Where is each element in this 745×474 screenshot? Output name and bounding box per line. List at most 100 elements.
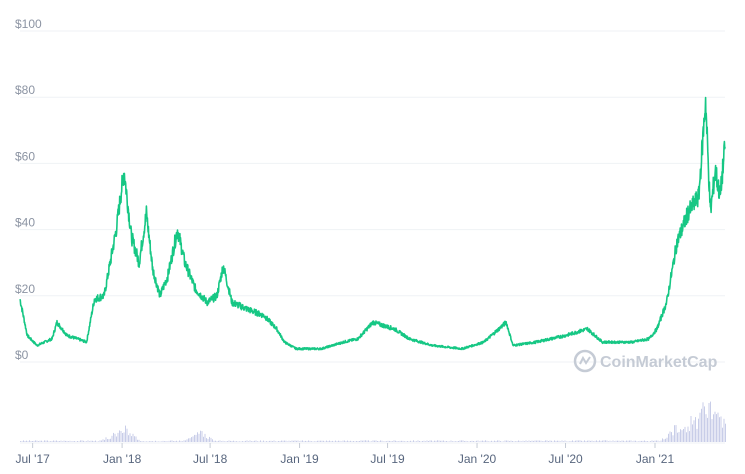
volume-bar	[320, 440, 321, 442]
volume-bar	[171, 440, 173, 442]
volume-bar	[560, 441, 561, 442]
volume-bar	[92, 440, 93, 442]
volume-bar	[65, 440, 66, 442]
volume-bar	[362, 440, 363, 442]
volume-bar	[434, 440, 435, 442]
x-tick-label: Jul '17	[15, 452, 50, 466]
x-tick-label: Jan '19	[280, 452, 319, 466]
volume-bar	[264, 441, 266, 442]
watermark-text: CoinMarketCap	[600, 354, 718, 371]
volume-bar	[698, 418, 699, 442]
price-line	[19, 96, 726, 351]
volume-bar	[116, 436, 117, 442]
volume-bar	[423, 440, 425, 442]
volume-bar	[338, 440, 339, 442]
volume-bar	[198, 433, 200, 442]
volume-bar	[501, 441, 503, 442]
volume-bar	[317, 440, 318, 442]
volume-bar	[506, 440, 507, 442]
volume-bar	[356, 441, 357, 442]
volume-bar	[429, 440, 431, 442]
volume-bar	[575, 440, 576, 442]
volume-bar	[669, 431, 671, 442]
volume-bar	[675, 425, 677, 442]
volume-bar	[585, 441, 587, 442]
volume-bar	[680, 429, 681, 442]
volume-bar	[444, 441, 446, 442]
volume-bar	[386, 441, 387, 442]
volume-bar	[300, 440, 302, 442]
volume-bar	[59, 441, 60, 442]
volume-bar	[249, 440, 251, 442]
x-tick-label: Jan '20	[458, 452, 497, 466]
volume-bar	[461, 440, 462, 442]
volume-bar	[498, 440, 500, 442]
volume-bar	[648, 441, 650, 442]
volume-bar	[620, 441, 621, 442]
volume-bar	[654, 440, 656, 442]
volume-bar	[485, 440, 486, 442]
volume-bar	[644, 440, 645, 442]
volume-bar	[84, 441, 86, 442]
volume-bar	[93, 441, 95, 442]
volume-bar	[699, 412, 701, 442]
volume-bar	[218, 440, 219, 442]
volume-bar	[623, 440, 624, 442]
volume-bar	[516, 441, 518, 442]
volume-bar	[147, 441, 149, 442]
volume-bar	[113, 432, 114, 442]
volume-bar	[21, 441, 23, 442]
volume-bar	[155, 440, 156, 442]
volume-bar	[342, 440, 344, 442]
volume-bar	[566, 441, 567, 442]
volume-bar	[156, 441, 158, 442]
volume-bar	[177, 441, 179, 442]
volume-bar	[302, 440, 303, 442]
volume-bar	[719, 417, 720, 442]
volume-bar	[180, 440, 182, 442]
volume-bar	[42, 441, 44, 442]
volume-bar	[209, 436, 210, 442]
volume-bar	[404, 441, 405, 442]
volume-bar	[707, 417, 708, 442]
volume-bar	[281, 440, 282, 442]
volume-bar	[296, 440, 297, 442]
volume-bar	[372, 440, 374, 442]
volume-bar	[518, 440, 519, 442]
volume-bar	[44, 440, 45, 442]
volume-bar	[312, 441, 314, 442]
volume-bar	[99, 440, 101, 442]
volume-bar	[597, 441, 599, 442]
volume-bar	[224, 441, 225, 442]
volume-bar	[269, 440, 270, 442]
volume-bar	[653, 440, 654, 442]
volume-bar	[438, 440, 440, 442]
volume-bar	[237, 441, 239, 442]
volume-bar	[450, 440, 452, 442]
y-tick-label: $60	[15, 149, 35, 163]
volume-bar	[143, 441, 144, 442]
volume-bar	[489, 441, 491, 442]
volume-bar	[366, 440, 368, 442]
volume-bar	[131, 436, 132, 442]
volume-bar	[540, 440, 542, 442]
volume-bar	[447, 441, 449, 442]
volume-bar	[536, 440, 537, 442]
volume-bar	[125, 425, 126, 442]
volume-bar	[267, 441, 269, 442]
volume-bar	[350, 440, 351, 442]
volume-bar	[201, 431, 203, 442]
volume-bar	[599, 440, 600, 442]
volume-bar	[239, 441, 240, 442]
volume-bar	[254, 440, 255, 442]
volume-bar	[245, 440, 246, 442]
volume-bar	[351, 441, 353, 442]
volume-bar	[203, 436, 204, 442]
volume-bar	[401, 440, 402, 442]
volume-bar	[359, 441, 360, 442]
volume-bar	[150, 441, 152, 442]
volume-bar	[69, 440, 71, 442]
volume-bar	[225, 441, 227, 442]
volume-bar	[446, 441, 447, 442]
